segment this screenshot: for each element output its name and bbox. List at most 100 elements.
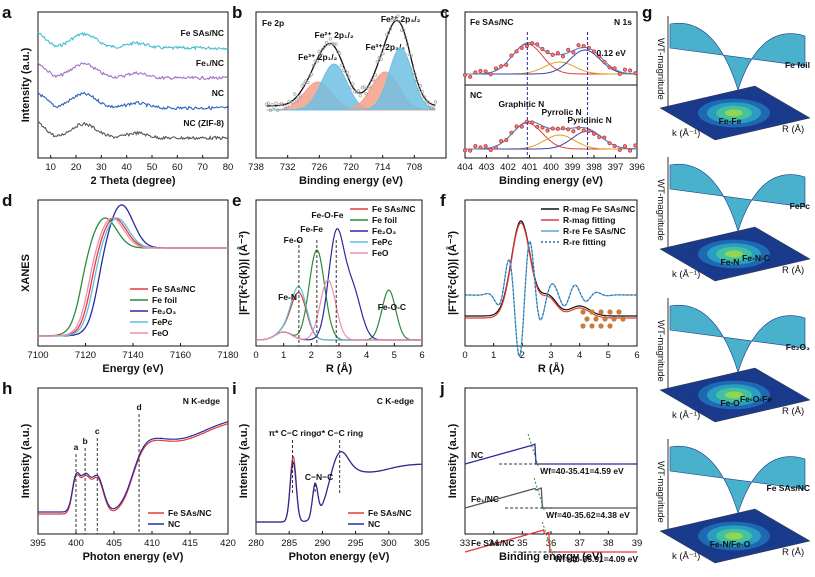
- x-tick-label: 7120: [75, 350, 96, 361]
- raw-data-point: [276, 108, 280, 112]
- component-line: [465, 130, 637, 150]
- raw-data-point: [274, 101, 278, 105]
- raw-data-point: [555, 126, 560, 131]
- x-tick-label: 6: [634, 350, 639, 361]
- x-tick-label: 1: [491, 350, 496, 361]
- legend-label: NC: [368, 519, 380, 529]
- raw-data-point: [293, 92, 297, 96]
- bond-annotation: Fe-O-Fe: [311, 210, 343, 220]
- y-axis-label: R (Å): [782, 547, 804, 558]
- raw-data-point: [398, 20, 402, 24]
- raw-data-point: [483, 69, 488, 74]
- raw-data-point: [321, 47, 325, 51]
- raw-data-point: [381, 52, 385, 56]
- x-tick-label: 7100: [27, 350, 48, 361]
- raw-data-point: [576, 125, 581, 131]
- x-axis-label: k (Å⁻¹): [672, 128, 700, 139]
- wt-contour: [725, 532, 743, 540]
- z-axis-label: WT-magnitude: [655, 38, 666, 100]
- raw-data-point: [478, 68, 483, 74]
- x-tick-label: 404: [457, 162, 473, 173]
- x-tick-label: 6: [419, 350, 424, 361]
- raw-data-point: [504, 137, 509, 143]
- work-function-label: Wf=40-35.62=4.38 eV: [546, 510, 630, 520]
- raw-data-point: [347, 75, 351, 79]
- atom: [593, 316, 599, 322]
- raw-data-point: [373, 73, 377, 77]
- wt-contour: [725, 109, 743, 117]
- y-axis-label: |FT(k²c(k))| (Å⁻³): [237, 231, 250, 315]
- raw-data-point: [468, 74, 473, 79]
- raw-data-point: [308, 74, 312, 79]
- raw-data-point: [499, 139, 504, 144]
- raw-data-point: [300, 84, 304, 88]
- x-axis-label: Binding energy (eV): [499, 175, 603, 187]
- atom: [607, 309, 613, 315]
- raw-data-point: [597, 54, 602, 59]
- x-tick-label: 33: [460, 538, 471, 549]
- x-tick-label: 401: [522, 162, 538, 173]
- x-tick-label: 285: [281, 538, 297, 549]
- raw-data-point: [545, 128, 550, 133]
- x-axis-label: k (Å⁻¹): [672, 410, 700, 421]
- raw-data-point: [366, 86, 370, 90]
- x-tick-label: 290: [314, 538, 330, 549]
- raw-data-point: [409, 53, 413, 58]
- atom: [620, 316, 626, 322]
- raw-data-point: [576, 43, 581, 48]
- x-tick-label: 7160: [170, 350, 191, 361]
- y-axis-label: Intensity (a.u.): [20, 423, 32, 498]
- legend-label: FeO: [152, 328, 169, 338]
- wt-contour: [725, 250, 743, 258]
- legend-label: Fe SAs/NC: [372, 204, 415, 214]
- panel-letter-b: b: [232, 3, 242, 22]
- x-axis-label: Photon energy (eV): [289, 551, 390, 563]
- ft-series-line: [256, 228, 422, 341]
- x-tick-label: 50: [147, 162, 158, 173]
- raw-data-point: [535, 124, 540, 129]
- raw-data-point: [612, 143, 617, 149]
- panel-title: C K-edge: [377, 396, 415, 406]
- raw-data-point: [278, 103, 282, 107]
- nexafs-series-line: [38, 423, 229, 515]
- axes-frame: [37, 11, 229, 159]
- wt-peak-label: Fe-O-Fe: [740, 394, 772, 404]
- peak-letter: d: [136, 402, 141, 412]
- panel-e: 0 1 2 3 4 5 6R (Å)|FT(k²c(k))| (Å⁻³)Fe SAs/NCF…: [237, 199, 425, 375]
- sample-name: Fe₂O₃: [786, 342, 810, 352]
- y-axis-label: XANES: [20, 254, 32, 292]
- raw-data-point: [586, 128, 591, 133]
- legend-label: R-re fitting: [563, 237, 606, 247]
- raw-data-point: [428, 103, 432, 107]
- raw-data-point: [306, 80, 310, 85]
- atom: [607, 323, 613, 329]
- series-label: Fe₁/NC: [196, 58, 224, 68]
- raw-data-point: [415, 79, 419, 83]
- wt-contour: [725, 391, 743, 399]
- x-tick-label: 3: [548, 350, 553, 361]
- sample-label: NC: [470, 90, 482, 100]
- raw-data-point: [418, 84, 423, 88]
- raw-data-point: [315, 59, 319, 63]
- axes-frame: [255, 199, 423, 347]
- raw-data-point: [509, 53, 514, 58]
- bond-annotation: Fe-O: [284, 235, 304, 245]
- raw-data-point: [386, 31, 391, 35]
- sample-name: Fe SAs/NC: [767, 483, 810, 493]
- raw-data-point: [351, 82, 355, 86]
- sample-name: Fe foil: [785, 60, 810, 70]
- raw-data-point: [509, 130, 514, 135]
- x-tick-label: 403: [479, 162, 495, 173]
- legend-label: R-mag fitting: [563, 215, 615, 225]
- legend-label: FeO: [372, 248, 389, 258]
- x-tick-label: 60: [172, 162, 183, 173]
- peak-letter: c: [95, 426, 100, 436]
- raw-data-point: [325, 40, 329, 45]
- axes-frame: [255, 387, 423, 535]
- x-axis-label: 2 Theta (degree): [91, 175, 176, 187]
- y-axis-label: R (Å): [782, 406, 804, 417]
- raw-data-point: [356, 89, 361, 93]
- x-tick-label: 398: [586, 162, 602, 173]
